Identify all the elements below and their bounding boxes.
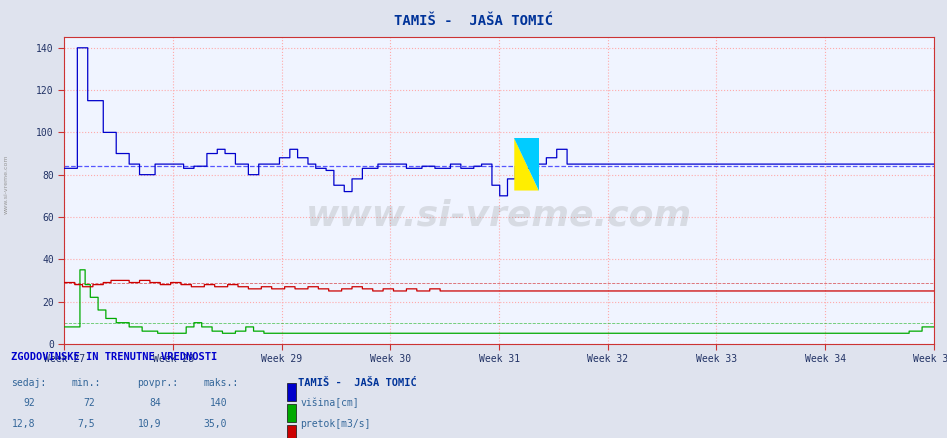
Text: www.si-vreme.com: www.si-vreme.com [306,198,692,232]
Text: 140: 140 [209,398,227,408]
Bar [287,404,296,422]
Text: 92: 92 [24,398,35,408]
Bar [287,425,296,438]
Text: 12,8: 12,8 [11,419,35,429]
Text: 35,0: 35,0 [204,419,227,429]
Text: pretok[m3/s]: pretok[m3/s] [300,419,370,429]
Text: min.:: min.: [71,378,100,389]
Text: maks.:: maks.: [204,378,239,389]
Text: 84: 84 [150,398,161,408]
Text: sedaj:: sedaj: [11,378,46,389]
Bar [287,383,296,401]
Text: TAMIŠ -  JAŠA TOMIĆ: TAMIŠ - JAŠA TOMIĆ [394,14,553,28]
Text: ZGODOVINSKE IN TRENUTNE VREDNOSTI: ZGODOVINSKE IN TRENUTNE VREDNOSTI [11,352,218,362]
Polygon shape [514,138,539,191]
Polygon shape [514,138,539,191]
Text: 7,5: 7,5 [77,419,95,429]
Text: 72: 72 [83,398,95,408]
Text: www.si-vreme.com: www.si-vreme.com [4,154,9,214]
Text: TAMIŠ -  JAŠA TOMIĆ: TAMIŠ - JAŠA TOMIĆ [298,378,417,389]
Text: 10,9: 10,9 [137,419,161,429]
Text: višina[cm]: višina[cm] [300,398,359,408]
Text: povpr.:: povpr.: [137,378,178,389]
